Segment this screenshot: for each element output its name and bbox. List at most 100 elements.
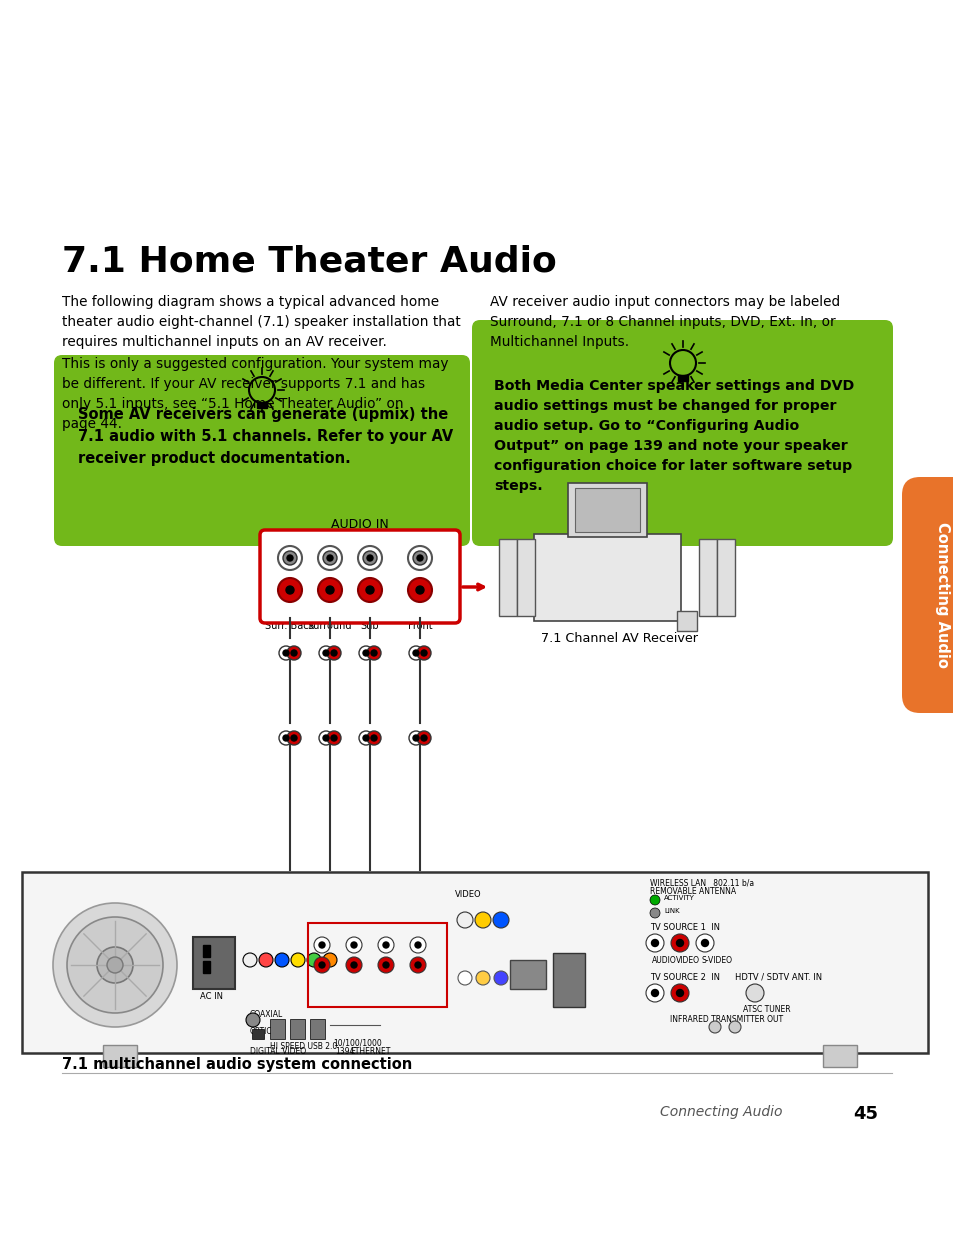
Circle shape bbox=[413, 650, 418, 656]
Circle shape bbox=[408, 578, 432, 601]
FancyBboxPatch shape bbox=[517, 538, 535, 616]
Text: Sub: Sub bbox=[360, 621, 379, 631]
Circle shape bbox=[728, 1021, 740, 1032]
Circle shape bbox=[318, 942, 325, 948]
Bar bbox=[310, 1019, 325, 1039]
Circle shape bbox=[367, 555, 373, 561]
Circle shape bbox=[283, 735, 289, 741]
Circle shape bbox=[327, 555, 333, 561]
Circle shape bbox=[331, 735, 336, 741]
Circle shape bbox=[696, 934, 713, 952]
Circle shape bbox=[323, 551, 336, 564]
Circle shape bbox=[649, 895, 659, 905]
Bar bbox=[678, 375, 687, 382]
Text: AUDIO: AUDIO bbox=[651, 956, 676, 965]
FancyBboxPatch shape bbox=[567, 483, 646, 537]
Text: INFRARED TRANSMITTER OUT: INFRARED TRANSMITTER OUT bbox=[669, 1015, 782, 1024]
Bar bbox=[256, 403, 267, 408]
Circle shape bbox=[700, 940, 708, 946]
Text: REMOVABLE ANTENNA: REMOVABLE ANTENNA bbox=[649, 887, 736, 897]
Circle shape bbox=[377, 937, 394, 953]
Bar bbox=[203, 961, 210, 973]
Circle shape bbox=[67, 918, 163, 1013]
Text: 7.1 Channel AV Receiver: 7.1 Channel AV Receiver bbox=[541, 632, 698, 645]
Text: Center: Center bbox=[352, 534, 387, 543]
Text: 10/100/1000: 10/100/1000 bbox=[333, 1039, 381, 1049]
Circle shape bbox=[363, 735, 369, 741]
Circle shape bbox=[277, 578, 302, 601]
Circle shape bbox=[363, 551, 376, 564]
Text: Connecting Audio: Connecting Audio bbox=[935, 522, 949, 668]
Circle shape bbox=[416, 731, 431, 745]
Circle shape bbox=[358, 646, 373, 659]
Circle shape bbox=[371, 735, 376, 741]
Circle shape bbox=[283, 650, 289, 656]
Circle shape bbox=[107, 957, 123, 973]
Circle shape bbox=[413, 735, 418, 741]
Text: WIRELESS LAN   802.11 b/a: WIRELESS LAN 802.11 b/a bbox=[649, 878, 753, 887]
Circle shape bbox=[287, 646, 301, 659]
FancyBboxPatch shape bbox=[498, 538, 517, 616]
Circle shape bbox=[351, 942, 356, 948]
Circle shape bbox=[277, 546, 302, 571]
Circle shape bbox=[409, 731, 422, 745]
Text: TV SOURCE 1  IN: TV SOURCE 1 IN bbox=[649, 923, 720, 932]
Text: ATSC TUNER: ATSC TUNER bbox=[742, 1005, 790, 1014]
FancyBboxPatch shape bbox=[677, 611, 697, 631]
FancyBboxPatch shape bbox=[103, 1045, 137, 1067]
Circle shape bbox=[649, 908, 659, 918]
Circle shape bbox=[420, 735, 427, 741]
FancyBboxPatch shape bbox=[901, 477, 953, 713]
Circle shape bbox=[416, 646, 431, 659]
Bar bbox=[290, 1019, 305, 1039]
FancyBboxPatch shape bbox=[54, 354, 470, 546]
FancyBboxPatch shape bbox=[699, 538, 717, 616]
Circle shape bbox=[287, 731, 301, 745]
Circle shape bbox=[323, 953, 336, 967]
Circle shape bbox=[314, 937, 330, 953]
Circle shape bbox=[243, 953, 256, 967]
Circle shape bbox=[651, 989, 658, 997]
Circle shape bbox=[358, 731, 373, 745]
Circle shape bbox=[346, 937, 361, 953]
Text: HI SPEED USB 2.0: HI SPEED USB 2.0 bbox=[270, 1042, 337, 1051]
FancyBboxPatch shape bbox=[472, 320, 892, 546]
Text: HDTV / SDTV ANT. IN: HDTV / SDTV ANT. IN bbox=[734, 973, 821, 982]
Circle shape bbox=[494, 971, 507, 986]
Text: ACTIVITY: ACTIVITY bbox=[663, 895, 694, 902]
Circle shape bbox=[457, 971, 472, 986]
Text: 45: 45 bbox=[852, 1105, 877, 1123]
Circle shape bbox=[708, 1021, 720, 1032]
FancyBboxPatch shape bbox=[575, 488, 639, 532]
FancyBboxPatch shape bbox=[510, 960, 545, 989]
Text: ETHERNET: ETHERNET bbox=[350, 1047, 390, 1056]
Text: VIDEO: VIDEO bbox=[455, 890, 481, 899]
Circle shape bbox=[645, 934, 663, 952]
Text: LINK: LINK bbox=[663, 908, 679, 914]
Text: DIGITAL VIDEO: DIGITAL VIDEO bbox=[250, 1047, 306, 1056]
Circle shape bbox=[357, 546, 381, 571]
Circle shape bbox=[475, 911, 491, 927]
Circle shape bbox=[367, 646, 380, 659]
Text: AV receiver audio input connectors may be labeled
Surround, 7.1 or 8 Channel inp: AV receiver audio input connectors may b… bbox=[490, 295, 840, 350]
Circle shape bbox=[410, 957, 426, 973]
FancyBboxPatch shape bbox=[22, 872, 927, 1053]
Circle shape bbox=[645, 984, 663, 1002]
Circle shape bbox=[420, 650, 427, 656]
Text: 1394: 1394 bbox=[335, 1047, 354, 1056]
Circle shape bbox=[745, 984, 763, 1002]
Text: S-VIDEO: S-VIDEO bbox=[701, 956, 732, 965]
Text: VIDEO: VIDEO bbox=[676, 956, 700, 965]
Circle shape bbox=[670, 934, 688, 952]
Circle shape bbox=[377, 957, 394, 973]
Circle shape bbox=[287, 555, 293, 561]
Circle shape bbox=[357, 578, 381, 601]
Circle shape bbox=[476, 971, 490, 986]
Text: 7.1 Home Theater Audio: 7.1 Home Theater Audio bbox=[62, 245, 557, 279]
Circle shape bbox=[291, 650, 296, 656]
Text: AC IN: AC IN bbox=[200, 992, 223, 1002]
Circle shape bbox=[366, 585, 374, 594]
Text: OPTICAL: OPTICAL bbox=[250, 1028, 282, 1036]
Circle shape bbox=[314, 957, 330, 973]
Circle shape bbox=[258, 953, 273, 967]
